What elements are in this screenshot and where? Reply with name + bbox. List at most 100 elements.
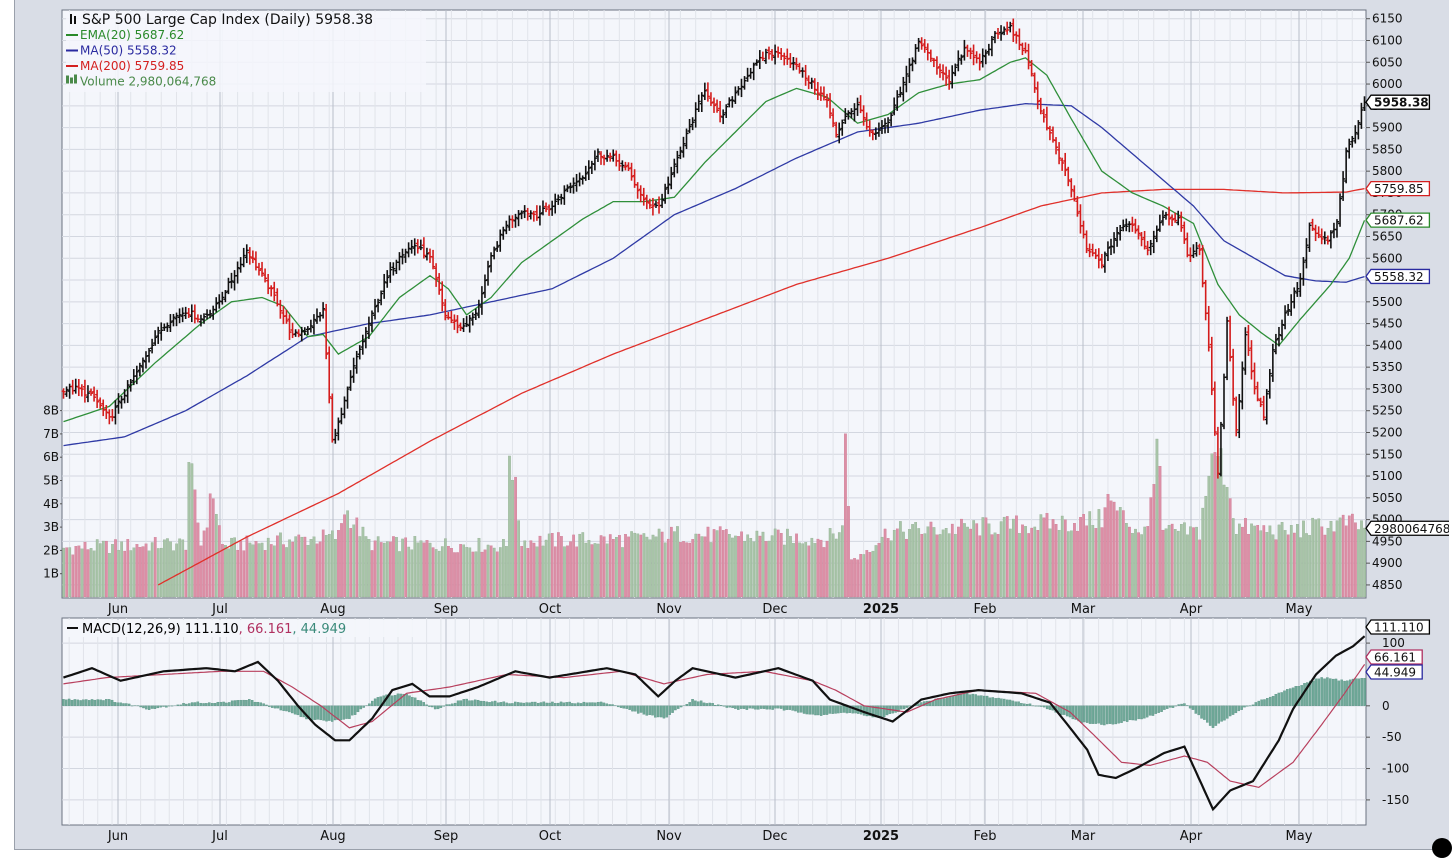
macd-histogram-bar — [717, 704, 720, 706]
volume-bar — [871, 550, 875, 598]
volume-bar — [755, 530, 759, 598]
macd-histogram-bar — [905, 705, 909, 708]
macd-histogram-bar — [1040, 705, 1043, 707]
volume-bar — [987, 523, 991, 598]
macd-histogram-bar — [139, 705, 142, 708]
volume-bar — [1030, 527, 1034, 598]
macd-histogram-bar — [937, 698, 940, 706]
volume-bar — [773, 528, 777, 598]
macd-histogram-bar — [1151, 705, 1155, 716]
macd-histogram-bar — [774, 705, 777, 709]
macd-histogram-bar — [588, 702, 591, 706]
macd-histogram-bar — [422, 702, 425, 706]
macd-x-tick-label: Feb — [973, 829, 996, 844]
volume-bar — [1274, 539, 1278, 598]
macd-histogram-bar — [491, 701, 494, 706]
macd-histogram-bar — [147, 705, 151, 710]
volume-bar — [331, 530, 334, 598]
volume-tick-label: 4B — [43, 497, 59, 511]
legend-swatch — [74, 74, 77, 84]
volume-bar — [520, 546, 524, 598]
volume-bar — [376, 536, 380, 598]
macd-histogram-bar — [694, 700, 697, 706]
volume-bar — [715, 530, 719, 598]
volume-bar — [117, 549, 120, 598]
macd-histogram-bar — [1145, 705, 1149, 718]
volume-bar — [254, 541, 258, 598]
macd-histogram-bar — [282, 705, 285, 711]
volume-bar — [841, 525, 844, 598]
macd-histogram-bar — [917, 703, 920, 706]
macd-histogram-bar — [413, 697, 417, 706]
macd-histogram-bar — [562, 702, 566, 706]
volume-bar — [440, 546, 444, 598]
macd-histogram-bar — [433, 705, 437, 710]
volume-bar — [86, 549, 90, 598]
volume-bar — [321, 529, 325, 598]
volume-bar — [95, 539, 99, 598]
volume-bar — [1277, 524, 1281, 598]
macd-histogram-bar — [67, 698, 71, 706]
legend-bg — [66, 12, 426, 92]
macd-histogram-bar — [542, 701, 546, 706]
macd-histogram-bar — [1003, 698, 1006, 706]
macd-histogram-bar — [731, 705, 734, 709]
macd-tick-label: 0 — [1382, 699, 1390, 713]
volume-bar — [905, 538, 908, 598]
volume-bar — [957, 526, 960, 598]
macd-histogram-bar — [1243, 705, 1246, 708]
macd-histogram-bar — [393, 695, 397, 706]
macd-histogram-bar — [316, 705, 320, 720]
macd-histogram-bar — [1346, 680, 1349, 706]
macd-histogram-bar — [1257, 700, 1261, 706]
macd-histogram-bar — [751, 705, 754, 709]
volume-bar — [691, 539, 695, 598]
x-tick-label: Mar — [1071, 602, 1096, 617]
volume-bar — [541, 545, 545, 598]
macd-histogram-bar — [1314, 678, 1318, 706]
volume-bar — [700, 536, 704, 598]
volume-bar — [300, 536, 304, 598]
volume-bar — [312, 536, 316, 598]
volume-bar — [566, 545, 569, 598]
macd-histogram-bar — [1011, 700, 1015, 706]
volume-bar — [248, 542, 252, 598]
macd-histogram-bar — [1311, 680, 1315, 706]
volume-bar — [343, 514, 346, 598]
macd-histogram-bar — [445, 704, 448, 706]
macd-histogram-bar — [156, 705, 160, 709]
macd-histogram-bar — [419, 700, 423, 706]
volume-bar — [166, 538, 169, 598]
macd-histogram-bar — [948, 696, 952, 706]
volume-bar — [1079, 517, 1082, 598]
volume-bar — [450, 547, 453, 598]
volume-bar — [416, 542, 420, 598]
macd-histogram-bar — [216, 701, 220, 706]
volume-bar — [963, 523, 966, 598]
volume-bar — [1192, 527, 1195, 598]
macd-histogram-bar — [722, 705, 726, 707]
macd-histogram-bar — [754, 705, 757, 710]
volume-tick-label: 6B — [43, 450, 59, 464]
macd-histogram-bar — [1060, 705, 1063, 715]
macd-histogram-bar — [416, 700, 420, 706]
macd-histogram-bar — [997, 697, 1000, 706]
macd-histogram-bar — [822, 705, 826, 715]
macd-histogram-bar — [150, 705, 154, 709]
macd-histogram-bar — [1183, 703, 1186, 706]
volume-bar — [1186, 534, 1189, 598]
volume-bar — [682, 541, 685, 598]
macd-histogram-bar — [239, 699, 242, 706]
macd-histogram-bar — [288, 705, 291, 713]
macd-histogram-bar — [127, 703, 131, 706]
macd-histogram-bar — [102, 700, 105, 706]
macd-histogram-bar — [851, 705, 854, 714]
macd-histogram-bar — [399, 693, 403, 706]
macd-histogram-bar — [270, 705, 274, 708]
volume-bar — [382, 542, 386, 598]
volume-bar — [615, 537, 618, 598]
macd-histogram-bar — [1217, 705, 1220, 724]
price-tick-label: 5500 — [1372, 295, 1403, 309]
legend-swatch — [66, 75, 69, 84]
volume-bar — [175, 543, 178, 598]
